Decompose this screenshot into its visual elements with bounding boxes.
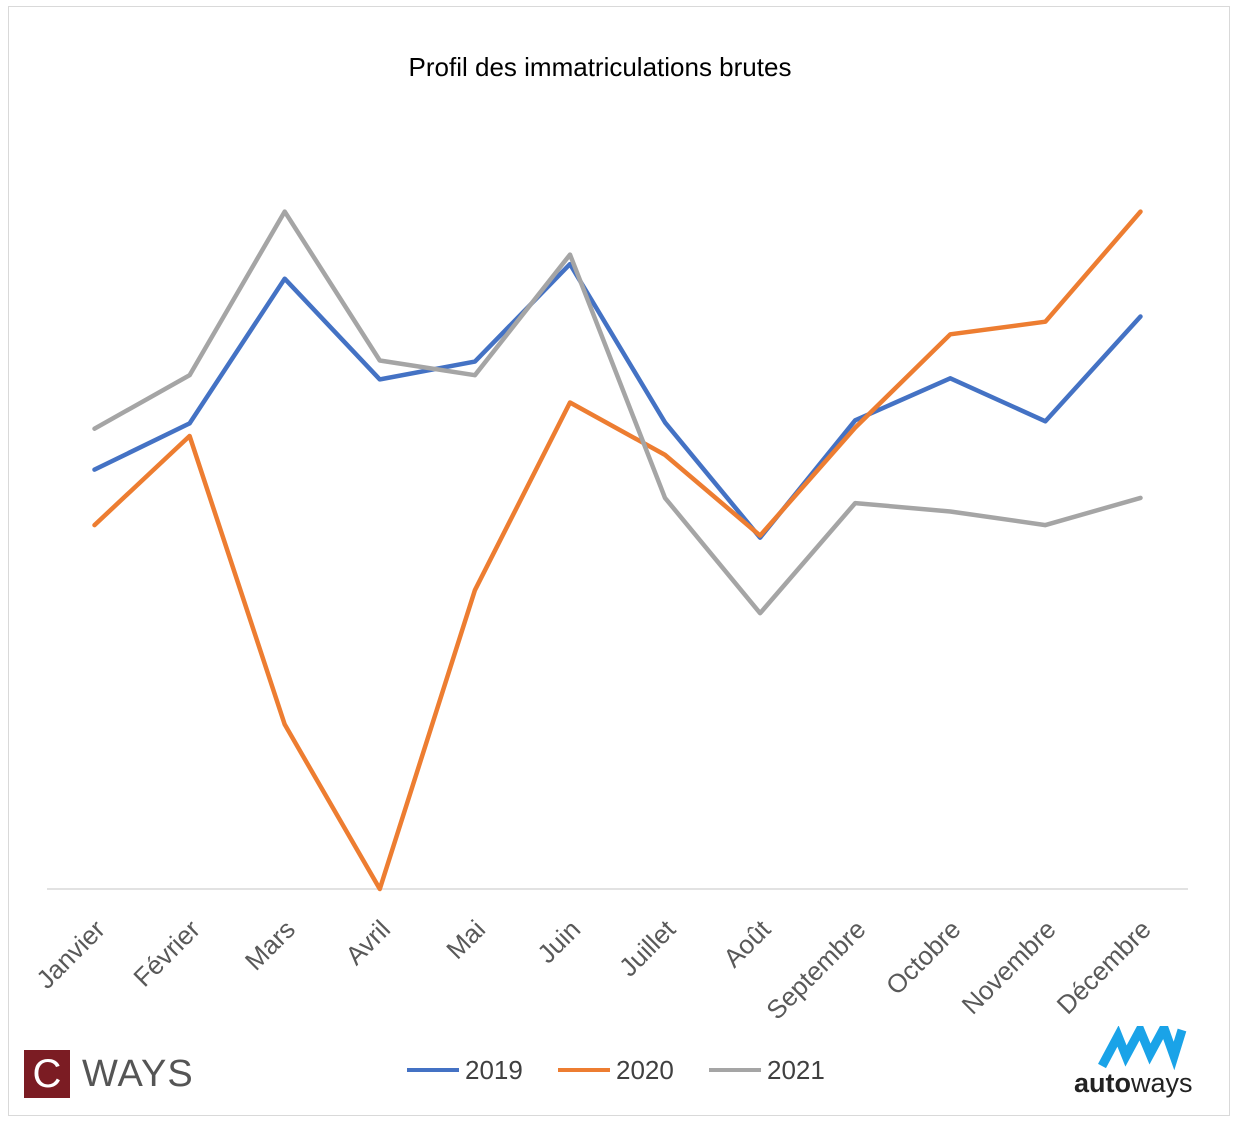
x-tick-label: Avril <box>339 914 396 971</box>
chart-frame <box>8 6 1230 1116</box>
x-tick-label: Décembre <box>1051 914 1157 1020</box>
x-tick-label: Novembre <box>956 914 1062 1020</box>
series-line-2020 <box>92 209 1143 892</box>
series-line-2021 <box>92 209 1143 616</box>
autoways-logo: autoways <box>1070 1016 1210 1102</box>
legend-label: 2021 <box>767 1054 825 1085</box>
series-line-2019 <box>92 261 1143 540</box>
x-tick-label: Août <box>717 913 777 973</box>
legend-item-2021: 2021 <box>709 1050 825 1090</box>
x-tick-label: Juin <box>531 914 586 969</box>
cways-logo-text: WAYS <box>82 1052 194 1095</box>
x-tick-label: Mai <box>440 914 491 965</box>
autoways-logo-text: autoways <box>1074 1068 1193 1098</box>
legend-item-2019: 2019 <box>407 1050 523 1090</box>
legend-item-2020: 2020 <box>558 1050 674 1090</box>
legend-label: 2020 <box>616 1054 674 1085</box>
x-tick-label: Février <box>127 914 206 993</box>
legend-swatch <box>558 1068 610 1072</box>
legend-swatch <box>407 1068 459 1072</box>
chart-title: Profil des immatriculations brutes <box>408 52 792 82</box>
x-tick-label: Octobre <box>880 914 967 1001</box>
x-tick-label: Septembre <box>760 914 871 1025</box>
x-tick-label: Mars <box>239 914 301 976</box>
legend: 2019 2020 2021 <box>0 1050 1241 1090</box>
autoways-logo-mark <box>1098 1016 1187 1071</box>
x-tick-label: Janvier <box>30 914 111 995</box>
legend-swatch <box>709 1068 761 1072</box>
cways-logo: C WAYS <box>24 1049 194 1099</box>
cways-logo-mark: C <box>24 1050 70 1098</box>
legend-label: 2019 <box>465 1054 523 1085</box>
line-chart: Janvier Février Mars Avril Mai Juin Juillet Aoû… <box>30 209 1188 1025</box>
x-tick-label: Juillet <box>613 913 682 982</box>
